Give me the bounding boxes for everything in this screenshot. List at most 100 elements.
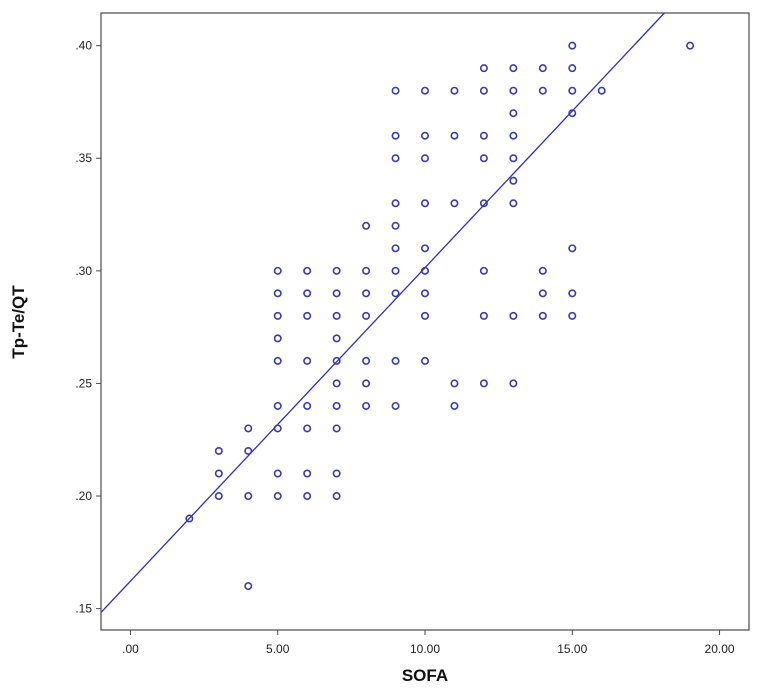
data-point bbox=[420, 154, 429, 163]
data-point bbox=[568, 244, 577, 253]
data-point bbox=[332, 289, 341, 298]
data-point bbox=[420, 199, 429, 208]
fit-line bbox=[100, 12, 665, 613]
data-point bbox=[450, 86, 459, 95]
data-point bbox=[362, 401, 371, 410]
data-point bbox=[420, 244, 429, 253]
x-tick-label: 5.00 bbox=[266, 642, 290, 656]
fit-line-layer bbox=[100, 12, 665, 613]
y-tick-label: .35 bbox=[75, 151, 92, 165]
data-point bbox=[303, 356, 312, 365]
data-point bbox=[391, 289, 400, 298]
data-point bbox=[420, 311, 429, 320]
data-point bbox=[479, 199, 488, 208]
data-point bbox=[332, 356, 341, 365]
data-point bbox=[597, 86, 606, 95]
data-point bbox=[303, 266, 312, 275]
data-point bbox=[479, 311, 488, 320]
data-point bbox=[273, 289, 282, 298]
data-point bbox=[391, 131, 400, 140]
data-point bbox=[214, 469, 223, 478]
data-point bbox=[479, 86, 488, 95]
data-point bbox=[391, 154, 400, 163]
data-point bbox=[332, 334, 341, 343]
x-axis-ticks: .00 5.00 10.00 15.00 20.00 bbox=[122, 630, 735, 656]
data-point bbox=[303, 401, 312, 410]
data-point bbox=[450, 131, 459, 140]
x-tick-label: 10.00 bbox=[410, 642, 440, 656]
y-tick-label: .15 bbox=[75, 602, 92, 616]
data-point bbox=[303, 492, 312, 501]
data-point bbox=[391, 86, 400, 95]
data-point bbox=[420, 289, 429, 298]
data-point bbox=[391, 221, 400, 230]
data-point bbox=[450, 379, 459, 388]
data-point bbox=[450, 401, 459, 410]
y-tick-label: .20 bbox=[75, 489, 92, 503]
data-point bbox=[332, 311, 341, 320]
data-point bbox=[479, 379, 488, 388]
data-point bbox=[479, 64, 488, 73]
data-point bbox=[420, 356, 429, 365]
data-point bbox=[420, 86, 429, 95]
data-point bbox=[568, 311, 577, 320]
x-tick-label: .00 bbox=[122, 642, 139, 656]
x-tick-label: 20.00 bbox=[705, 642, 735, 656]
data-point bbox=[509, 379, 518, 388]
data-point bbox=[273, 401, 282, 410]
data-point bbox=[332, 266, 341, 275]
y-axis-ticks: .15 .20 .25 .30 .35 .40 bbox=[75, 39, 101, 616]
data-point bbox=[273, 492, 282, 501]
data-point bbox=[568, 86, 577, 95]
data-point bbox=[509, 64, 518, 73]
data-point bbox=[332, 492, 341, 501]
y-axis-title: Tp-Te/QT bbox=[9, 285, 28, 359]
data-point bbox=[509, 176, 518, 185]
data-point bbox=[479, 131, 488, 140]
data-point bbox=[332, 424, 341, 433]
y-tick-label: .25 bbox=[75, 376, 92, 390]
data-point bbox=[509, 131, 518, 140]
data-point bbox=[509, 86, 518, 95]
data-point bbox=[362, 289, 371, 298]
data-point bbox=[479, 266, 488, 275]
data-point bbox=[391, 199, 400, 208]
data-point bbox=[362, 379, 371, 388]
data-point bbox=[332, 469, 341, 478]
data-point bbox=[362, 311, 371, 320]
data-point bbox=[391, 356, 400, 365]
data-point bbox=[273, 311, 282, 320]
data-point bbox=[303, 469, 312, 478]
data-point bbox=[538, 86, 547, 95]
points-layer bbox=[185, 41, 695, 591]
data-point bbox=[214, 446, 223, 455]
plot-area bbox=[100, 12, 750, 631]
data-point bbox=[509, 109, 518, 118]
data-point bbox=[420, 131, 429, 140]
data-point bbox=[185, 514, 194, 523]
data-point bbox=[303, 289, 312, 298]
data-point bbox=[362, 221, 371, 230]
data-point bbox=[538, 64, 547, 73]
data-point bbox=[332, 401, 341, 410]
data-point bbox=[273, 266, 282, 275]
x-tick-label: 15.00 bbox=[557, 642, 587, 656]
data-point bbox=[509, 199, 518, 208]
data-point bbox=[244, 492, 253, 501]
data-point bbox=[273, 424, 282, 433]
data-point bbox=[509, 311, 518, 320]
data-point bbox=[362, 266, 371, 275]
data-point bbox=[450, 199, 459, 208]
data-point bbox=[332, 379, 341, 388]
data-point bbox=[244, 424, 253, 433]
data-point bbox=[391, 244, 400, 253]
data-point bbox=[244, 446, 253, 455]
data-point bbox=[538, 289, 547, 298]
data-point bbox=[214, 492, 223, 501]
data-point bbox=[273, 356, 282, 365]
data-point bbox=[538, 266, 547, 275]
data-point bbox=[391, 401, 400, 410]
data-point bbox=[391, 266, 400, 275]
data-point bbox=[686, 41, 695, 50]
